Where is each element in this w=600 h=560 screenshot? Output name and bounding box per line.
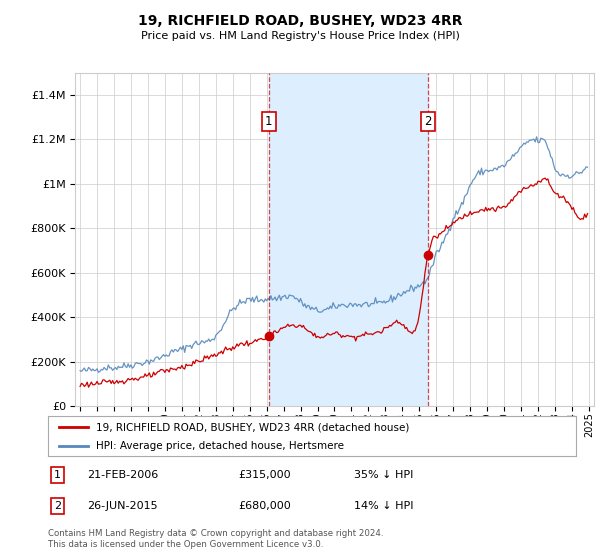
Text: 19, RICHFIELD ROAD, BUSHEY, WD23 4RR (detached house): 19, RICHFIELD ROAD, BUSHEY, WD23 4RR (de… bbox=[95, 422, 409, 432]
Text: £315,000: £315,000 bbox=[238, 470, 291, 480]
Text: £680,000: £680,000 bbox=[238, 501, 291, 511]
Text: Price paid vs. HM Land Registry's House Price Index (HPI): Price paid vs. HM Land Registry's House … bbox=[140, 31, 460, 41]
Text: 21-FEB-2006: 21-FEB-2006 bbox=[88, 470, 159, 480]
Text: 26-JUN-2015: 26-JUN-2015 bbox=[88, 501, 158, 511]
Text: Contains HM Land Registry data © Crown copyright and database right 2024.
This d: Contains HM Land Registry data © Crown c… bbox=[48, 529, 383, 549]
Text: 2: 2 bbox=[54, 501, 61, 511]
Text: 14% ↓ HPI: 14% ↓ HPI bbox=[354, 501, 414, 511]
Text: 35% ↓ HPI: 35% ↓ HPI bbox=[354, 470, 413, 480]
Text: 2: 2 bbox=[424, 115, 431, 128]
Text: HPI: Average price, detached house, Hertsmere: HPI: Average price, detached house, Hert… bbox=[95, 441, 344, 451]
Text: 19, RICHFIELD ROAD, BUSHEY, WD23 4RR: 19, RICHFIELD ROAD, BUSHEY, WD23 4RR bbox=[138, 14, 462, 28]
Text: 1: 1 bbox=[265, 115, 272, 128]
Text: 1: 1 bbox=[54, 470, 61, 480]
Bar bbox=[269, 73, 428, 406]
